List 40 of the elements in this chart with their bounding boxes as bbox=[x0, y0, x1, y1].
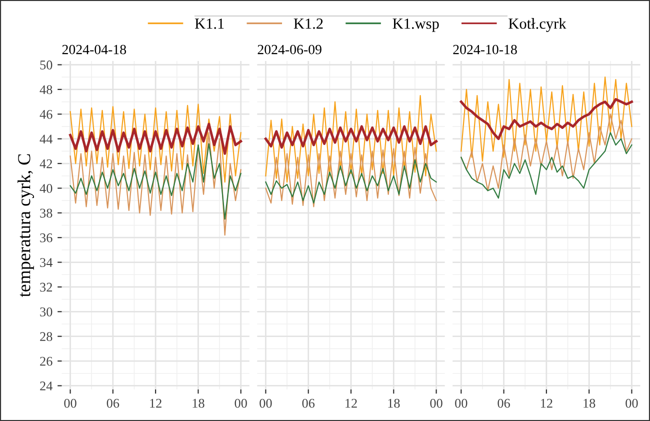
line-series bbox=[69, 122, 242, 155]
y-tick-label: 40 bbox=[40, 184, 52, 193]
x-tick-label: 18 bbox=[388, 398, 400, 408]
y-tick-label: 30 bbox=[40, 307, 52, 316]
x-tick-label: 12 bbox=[540, 398, 552, 408]
chart-title: 2024-04-18 bbox=[62, 44, 126, 54]
x-tick-label: 12 bbox=[346, 398, 357, 408]
line-series bbox=[70, 143, 242, 220]
x-tick-label: 18 bbox=[584, 398, 596, 408]
x-tick-label: 00 bbox=[260, 398, 272, 408]
x-tick-label: 12 bbox=[150, 398, 162, 408]
y-tick-label: 24 bbox=[40, 382, 53, 390]
y-tick-label: 38 bbox=[40, 208, 52, 218]
chart-title: 2024-10-18 bbox=[453, 44, 517, 54]
x-tick-label: 00 bbox=[430, 398, 442, 408]
x-tick-label: 18 bbox=[192, 398, 204, 408]
y-tick-label: 32 bbox=[40, 282, 52, 292]
y-tick-label: 46 bbox=[40, 110, 52, 119]
y-tick-label: 36 bbox=[40, 233, 52, 242]
y-tick-label: 42 bbox=[40, 159, 52, 168]
x-tick-label: 06 bbox=[302, 398, 315, 408]
x-tick-label: 00 bbox=[234, 398, 247, 408]
chart-title: 2024-06-09 bbox=[258, 44, 322, 54]
y-tick-label: 44 bbox=[40, 134, 53, 144]
x-tick-label: 00 bbox=[455, 398, 468, 408]
legend-label: K1.1 bbox=[194, 18, 224, 29]
y-tick-label: 48 bbox=[40, 85, 52, 94]
y-tick-label: 34 bbox=[40, 258, 53, 267]
x-tick-label: 00 bbox=[626, 398, 638, 408]
legend-label: K1.2 bbox=[294, 18, 323, 29]
x-tick-label: 06 bbox=[106, 398, 120, 408]
y-tick-label: 50 bbox=[40, 60, 52, 70]
y-tick-label: 26 bbox=[40, 356, 52, 366]
y-tick-label: 28 bbox=[40, 332, 52, 342]
line-series bbox=[70, 132, 242, 236]
x-tick-label: 06 bbox=[498, 398, 510, 408]
legend-label: K1.wsp bbox=[392, 18, 439, 32]
y-axis-title: temperatura cyrk, C bbox=[18, 154, 34, 297]
x-tick-label: 00 bbox=[64, 398, 76, 408]
legend-label: Kotł.cyrk bbox=[508, 18, 566, 32]
